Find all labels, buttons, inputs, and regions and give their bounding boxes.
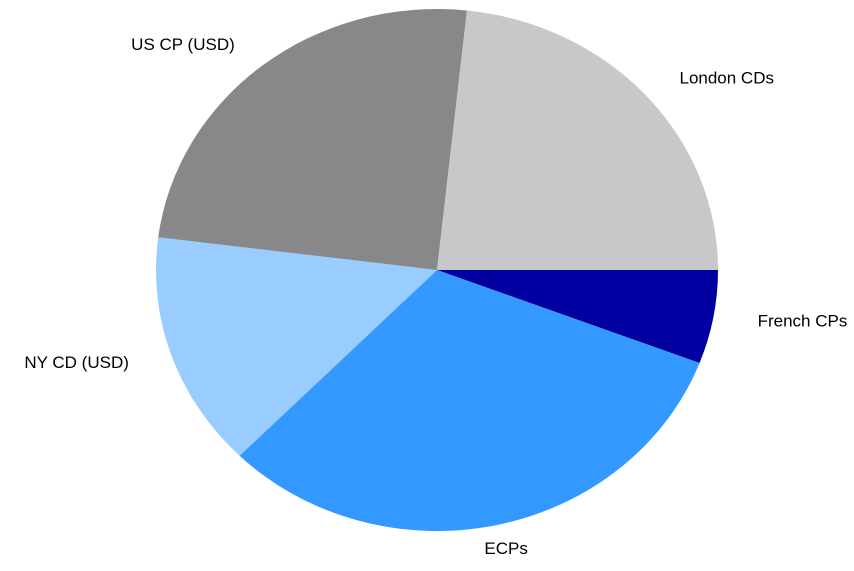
slice-label: ECPs xyxy=(484,539,527,558)
slice-label: French CPs xyxy=(758,311,848,330)
pie-slice xyxy=(437,10,718,271)
slice-label: NY CD (USD) xyxy=(24,353,129,372)
pie-slice xyxy=(437,270,718,364)
pie-slice xyxy=(156,237,437,456)
slice-label: US CP (USD) xyxy=(131,35,235,54)
pie-slice xyxy=(158,9,467,270)
pie-slice xyxy=(239,270,700,531)
slice-label: London CDs xyxy=(679,68,774,87)
